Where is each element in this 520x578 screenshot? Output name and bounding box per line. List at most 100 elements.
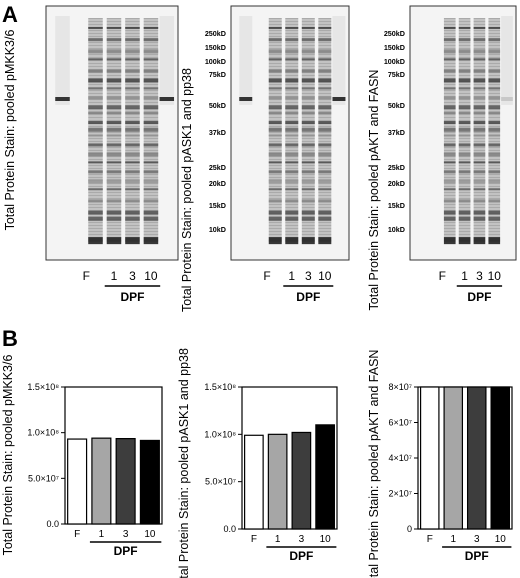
- marker-label: 75kD: [388, 70, 405, 79]
- group-label: DPF: [114, 544, 138, 558]
- ladder-band: [239, 97, 253, 101]
- marker-label: 250kD: [205, 29, 226, 38]
- ladder-band: [501, 97, 513, 101]
- sample-lane: [443, 18, 456, 245]
- panel-b-label: B: [2, 326, 18, 351]
- marker-label: 50kD: [388, 101, 405, 110]
- blot-2: Total Protein Stain: pooled pASK1 and pp…: [180, 5, 350, 312]
- bar-chart-3: Total Protein Stain: pooled pAKT and FAS…: [367, 350, 513, 578]
- x-tick-label: 1: [450, 534, 456, 545]
- sample-lane: [318, 18, 332, 245]
- bar: [443, 386, 464, 530]
- marker-label: 150kD: [205, 43, 226, 52]
- sample-lane: [268, 18, 282, 245]
- sample-lane: [458, 18, 471, 245]
- y-tick-label: 2×10⁷: [388, 489, 412, 499]
- lane-label: F: [83, 269, 90, 283]
- lane-label: F: [439, 269, 446, 283]
- x-tick-label: 10: [144, 529, 156, 540]
- group-label: DPF: [120, 290, 144, 304]
- ladder-lane: [501, 16, 513, 105]
- bar-chart-1: Total Protein Stain: pooled pMKK3/6 0.0 5.…: [1, 355, 163, 558]
- ladder-band: [55, 97, 70, 101]
- y-tick-label: 8×10⁷: [388, 382, 412, 392]
- lane-label: 3: [305, 269, 312, 283]
- bar: [490, 386, 511, 530]
- panel-a-label: A: [2, 2, 18, 27]
- y-tick-label: 5.0×10⁷: [28, 473, 59, 483]
- marker-label: 250kD: [384, 29, 405, 38]
- lane-label: 3: [129, 269, 136, 283]
- y-tick-label: 0.0: [223, 524, 236, 534]
- group-label: DPF: [467, 290, 491, 304]
- y-tick-label: 1.0×10⁸: [27, 428, 59, 438]
- x-tick-label: F: [427, 534, 433, 545]
- bar: [115, 438, 136, 525]
- blot-3: Total Protein Stain: pooled pAKT and FAS…: [367, 5, 517, 311]
- sample-lane: [473, 18, 486, 245]
- y-tick-label: 0.0: [46, 519, 59, 529]
- bar: [91, 437, 112, 525]
- marker-label: 100kD: [205, 57, 226, 66]
- plot-frame: [241, 386, 338, 530]
- x-tick-label: 3: [474, 534, 480, 545]
- marker-label: 25kD: [209, 163, 226, 172]
- lane-label: F: [263, 269, 270, 283]
- sample-lane: [488, 18, 501, 245]
- lane-label: 1: [461, 269, 468, 283]
- group-label: DPF: [296, 290, 320, 304]
- panel-b-charts: Total Protein Stain: pooled pMKK3/6 0.0 5.…: [1, 348, 513, 578]
- blot-ylabel: Total Protein Stain: pooled pASK1 and pp…: [180, 68, 194, 312]
- x-tick-label: 10: [320, 534, 332, 545]
- x-tick-label: F: [251, 534, 257, 545]
- sample-lane: [125, 18, 140, 245]
- y-tick-label: 6×10⁷: [388, 418, 412, 428]
- marker-label: 37kD: [388, 128, 405, 137]
- marker-label: 100kD: [384, 57, 405, 66]
- bar-chart-2: Total Protein Stain: pooled pASK1 and pp…: [177, 348, 338, 578]
- x-tick-label: 10: [495, 534, 507, 545]
- sample-lane: [285, 18, 299, 245]
- lane-label: 10: [488, 269, 502, 283]
- lane-label: 1: [111, 269, 118, 283]
- ladder-lane: [332, 16, 346, 105]
- sample-lane: [301, 18, 315, 245]
- bar: [315, 424, 335, 530]
- group-label: DPF: [289, 549, 313, 563]
- marker-label: 75kD: [209, 70, 226, 79]
- sample-lane: [106, 18, 122, 245]
- marker-label: 37kD: [209, 128, 226, 137]
- chart-ylabel: Total Protein Stain: pooled pAKT and FAS…: [367, 350, 381, 578]
- lane-label: 1: [288, 269, 295, 283]
- y-tick-label: 0: [407, 524, 412, 534]
- sample-lane: [88, 18, 103, 245]
- marker-label: 50kD: [209, 101, 226, 110]
- chart-ylabel: Total Protein Stain: pooled pMKK3/6: [1, 355, 15, 556]
- blot-ylabel: Total Protein Stain: pooled pAKT and FAS…: [367, 70, 381, 311]
- marker-label: 10kD: [209, 225, 226, 234]
- bar: [466, 386, 487, 530]
- marker-label: 10kD: [388, 225, 405, 234]
- blot-ylabel: Total Protein Stain: pooled pMKK3/6: [3, 30, 17, 231]
- lane-label: 10: [318, 269, 332, 283]
- x-tick-label: 3: [299, 534, 305, 545]
- lane-label: 10: [144, 269, 158, 283]
- bar: [267, 433, 288, 530]
- bar: [139, 439, 160, 525]
- marker-label: 15kD: [209, 201, 226, 210]
- x-tick-label: F: [74, 529, 80, 540]
- sample-lane: [143, 18, 159, 245]
- group-label: DPF: [465, 549, 489, 563]
- y-tick-label: 1.5×10⁸: [27, 382, 59, 392]
- bar: [291, 431, 312, 530]
- x-tick-label: 1: [99, 529, 105, 540]
- ladder-band: [332, 97, 346, 101]
- marker-label: 20kD: [388, 179, 405, 188]
- plot-frame: [64, 386, 163, 525]
- blot-1: Total Protein Stain: pooled pMKK3/6 F 1 3 10…: [3, 5, 179, 304]
- lane-label: 3: [476, 269, 483, 283]
- chart-ylabel: Total Protein Stain: pooled pASK1 and pp…: [177, 348, 191, 578]
- bar: [67, 438, 88, 525]
- marker-label: 150kD: [384, 43, 405, 52]
- bar: [419, 386, 440, 530]
